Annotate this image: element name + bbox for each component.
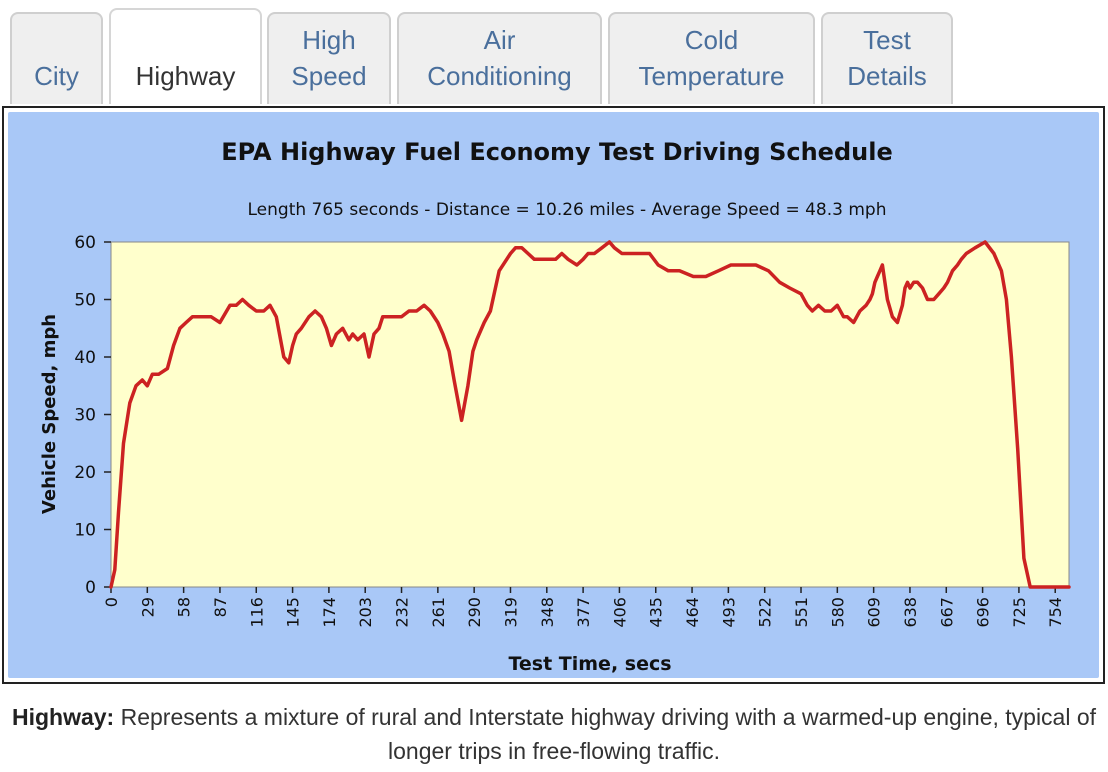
x-tick-label: 232: [393, 597, 412, 628]
tab-label-line1: Test: [863, 25, 911, 55]
y-tick-label: 40: [74, 348, 96, 368]
x-tick-label: 522: [756, 597, 775, 628]
y-tick-label: 30: [74, 406, 96, 426]
fuel-economy-chart: EPA Highway Fuel Economy Test Driving Sc…: [8, 112, 1099, 678]
x-tick-label: 87: [211, 597, 230, 617]
chart-title: EPA Highway Fuel Economy Test Driving Sc…: [221, 138, 892, 166]
tab-test-details[interactable]: Test Details: [821, 12, 953, 104]
x-tick-label: 319: [501, 597, 520, 628]
y-tick-label: 0: [85, 578, 96, 598]
tab-label-line2: Highway: [135, 61, 236, 91]
tab-bar: City Highway High Speed Air Conditioning…: [0, 0, 1108, 104]
x-tick-label: 696: [974, 597, 993, 628]
tab-label-line1: Cold: [684, 25, 739, 55]
y-tick-label: 50: [74, 291, 96, 311]
x-tick-label: 377: [574, 597, 593, 628]
x-tick-label: 290: [465, 597, 484, 628]
x-tick-label: 261: [429, 597, 448, 628]
x-tick-label: 58: [175, 597, 194, 617]
y-axis-label: Vehicle Speed, mph: [39, 314, 60, 514]
tab-cold-temperature[interactable]: Cold Temperature: [608, 12, 815, 104]
x-tick-label: 754: [1046, 597, 1065, 628]
tab-high-speed[interactable]: High Speed: [267, 12, 391, 104]
tab-label-line2: Conditioning: [427, 61, 572, 91]
tab-label-line2: Details: [847, 61, 927, 91]
tab-label-line1: High: [302, 25, 356, 55]
chart-subtitle: Length 765 seconds - Distance = 10.26 mi…: [248, 200, 887, 220]
chart-frame: EPA Highway Fuel Economy Test Driving Sc…: [2, 106, 1105, 684]
x-tick-label: 435: [647, 597, 666, 628]
tab-city[interactable]: City: [10, 12, 103, 104]
x-tick-label: 609: [865, 597, 884, 628]
tab-air-conditioning[interactable]: Air Conditioning: [397, 12, 602, 104]
x-tick-label: 0: [102, 597, 121, 607]
x-tick-label: 580: [828, 597, 847, 628]
x-tick-label: 464: [683, 597, 702, 628]
y-tick-label: 60: [74, 233, 96, 253]
tab-highway[interactable]: Highway: [109, 8, 262, 104]
caption-text: Represents a mixture of rural and Inters…: [114, 704, 1097, 764]
x-tick-label: 638: [901, 597, 920, 628]
x-tick-label: 667: [937, 597, 956, 628]
y-tick-label: 10: [74, 521, 96, 541]
tab-label-line1: Air: [483, 25, 516, 55]
x-tick-label: 203: [356, 597, 375, 628]
x-tick-label: 551: [792, 597, 811, 628]
x-tick-label: 725: [1010, 597, 1029, 628]
x-axis-label: Test Time, secs: [508, 653, 671, 675]
x-tick-label: 174: [320, 597, 339, 628]
caption-label: Highway:: [11, 704, 115, 730]
x-tick-label: 145: [284, 597, 303, 628]
tab-label-line2: Temperature: [638, 61, 785, 91]
plot-area: [110, 241, 1070, 588]
x-tick-label: 493: [719, 597, 738, 628]
x-tick-label: 116: [247, 597, 266, 628]
x-tick-label: 406: [610, 597, 629, 628]
caption: Highway: Represents a mixture of rural a…: [0, 700, 1108, 768]
tab-label-line2: Speed: [291, 61, 367, 91]
tab-label-line2: City: [34, 61, 79, 91]
x-tick-label: 29: [138, 597, 157, 617]
x-tick-label: 348: [538, 597, 557, 628]
y-tick-label: 20: [74, 463, 96, 483]
